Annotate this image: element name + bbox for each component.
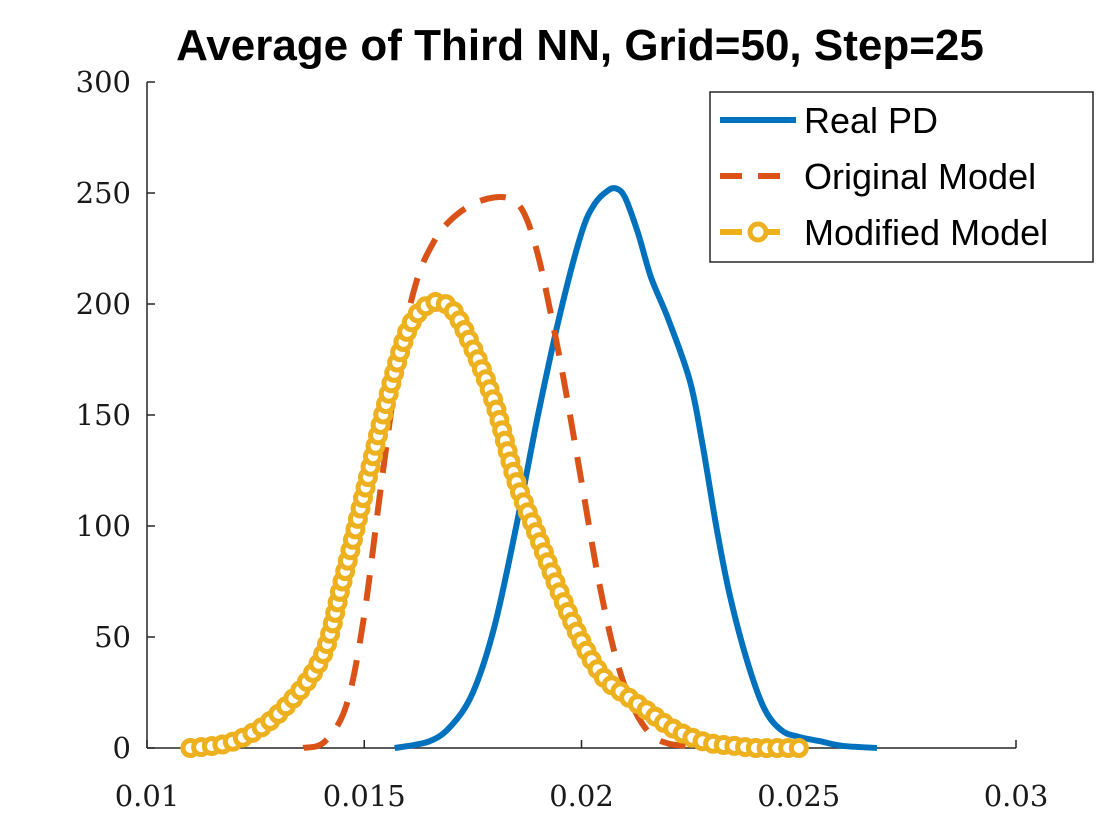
series-line (394, 185, 878, 751)
series-marker (788, 738, 809, 758)
series-0 (394, 185, 878, 751)
x-tick-label: 0.015 (323, 779, 406, 813)
legend-entry: Modified Model (720, 212, 1048, 253)
x-tick-label: 0.025 (757, 779, 840, 813)
x-tick-label: 0.03 (984, 779, 1049, 813)
x-tick-label: 0.01 (115, 779, 180, 813)
legend: Real PD Original Model Modified Model (709, 91, 1094, 263)
legend-label: Real PD (804, 100, 938, 141)
series-2 (180, 292, 809, 759)
legend-entry: Real PD (720, 100, 938, 141)
legend-marker (747, 221, 769, 243)
y-tick-label: 250 (76, 176, 131, 210)
legend-entry: Original Model (720, 156, 1036, 197)
chart-title: Average of Third NN, Grid=50, Step=25 (176, 21, 984, 70)
y-ticks: 0 50 100 150 200 250 300 (76, 65, 155, 765)
y-tick-label: 50 (94, 620, 131, 654)
legend-label: Original Model (804, 156, 1036, 197)
y-tick-label: 300 (76, 65, 131, 99)
legend-label: Modified Model (804, 212, 1048, 253)
y-tick-label: 0 (113, 731, 131, 765)
x-ticks: 0.01 0.015 0.02 0.025 0.03 (115, 740, 1049, 813)
x-tick-label: 0.02 (549, 779, 614, 813)
plot-area (180, 185, 878, 759)
y-tick-label: 150 (76, 398, 131, 432)
y-tick-label: 100 (76, 509, 131, 543)
y-tick-label: 200 (76, 287, 131, 321)
